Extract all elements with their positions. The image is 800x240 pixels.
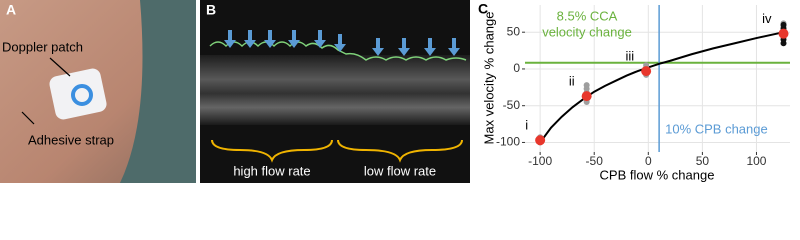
x-tick-label: -100	[528, 154, 552, 168]
patch	[49, 68, 107, 120]
point	[581, 91, 592, 102]
point	[535, 135, 546, 146]
x-tick-label: 50	[696, 154, 710, 168]
fit-curve	[539, 31, 784, 144]
brace	[337, 139, 463, 163]
pointer	[49, 57, 71, 77]
point	[780, 21, 787, 28]
y-tick-label: -100	[496, 135, 520, 149]
annotation: high flow rate	[233, 163, 310, 178]
point-label: iii	[625, 49, 634, 64]
panel-letter: B	[206, 2, 216, 18]
point-label: i	[525, 118, 528, 133]
annotation: Adhesive strap	[28, 132, 114, 147]
x-tick-label: 0	[645, 154, 652, 168]
y-tick-label: -50	[503, 98, 521, 112]
y-axis-title: Max velocity % change	[481, 12, 496, 145]
figure: A Doppler patch Adhesive strap B high fl…	[0, 0, 790, 183]
point	[778, 28, 789, 39]
patch-led	[71, 84, 93, 106]
reference-label: 10% CPB change	[665, 121, 768, 136]
annotation: low flow rate	[364, 163, 436, 178]
panel-a: A Doppler patch Adhesive strap	[0, 0, 196, 183]
plot-area	[525, 5, 790, 152]
reference-label: velocity change	[542, 24, 632, 39]
panel-letter: C	[478, 1, 488, 17]
brace	[211, 139, 333, 163]
x-tick-label: -50	[586, 154, 604, 168]
pointer	[21, 111, 35, 125]
y-tick-label: 0	[513, 61, 520, 75]
annotation: Doppler patch	[2, 39, 83, 54]
panel-b: B high flow rate low flow rate	[200, 0, 470, 183]
x-tick-label: 100	[746, 154, 766, 168]
arrows	[224, 30, 460, 56]
point	[641, 66, 652, 77]
gown	[120, 0, 196, 183]
ultrasound-band	[200, 55, 470, 125]
x-axis-title: CPB flow % change	[600, 167, 715, 182]
panel-c: C CPB flow % change Max velocity % chang…	[478, 1, 790, 182]
point-label: ii	[569, 74, 575, 89]
point-label: iv	[762, 11, 772, 26]
panel-letter: A	[6, 2, 16, 18]
reference-label: 8.5% CCA	[557, 8, 618, 23]
y-tick-label: 50	[507, 24, 521, 38]
